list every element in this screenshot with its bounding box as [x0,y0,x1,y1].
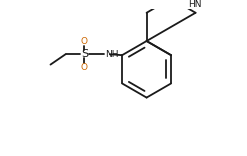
Text: NH: NH [105,50,119,59]
Text: S: S [81,49,88,59]
Text: HN: HN [188,0,201,9]
Text: O: O [81,37,88,46]
Text: O: O [81,63,88,72]
